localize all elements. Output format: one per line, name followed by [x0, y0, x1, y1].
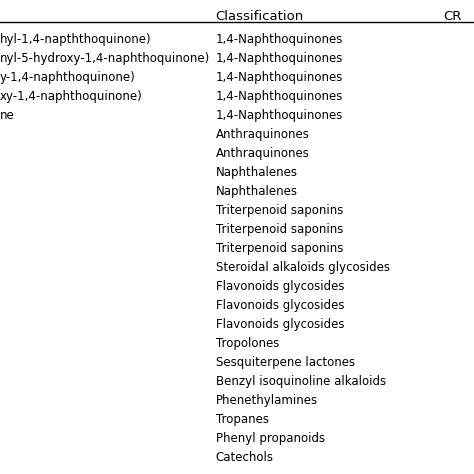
- Text: Benzyl isoquinoline alkaloids: Benzyl isoquinoline alkaloids: [216, 375, 386, 388]
- Text: Triterpenoid saponins: Triterpenoid saponins: [216, 242, 343, 255]
- Text: 1,4-Naphthoquinones: 1,4-Naphthoquinones: [216, 33, 343, 46]
- Text: CR: CR: [443, 10, 462, 23]
- Text: 1,4-Naphthoquinones: 1,4-Naphthoquinones: [216, 52, 343, 65]
- Text: ne: ne: [0, 109, 15, 122]
- Text: Anthraquinones: Anthraquinones: [216, 128, 310, 141]
- Text: Anthraquinones: Anthraquinones: [216, 147, 310, 160]
- Text: Triterpenoid saponins: Triterpenoid saponins: [216, 223, 343, 236]
- Text: Phenethylamines: Phenethylamines: [216, 394, 318, 407]
- Text: y-1,4-naphthoquinone): y-1,4-naphthoquinone): [0, 71, 136, 84]
- Text: Catechols: Catechols: [216, 451, 273, 464]
- Text: Tropolones: Tropolones: [216, 337, 279, 350]
- Text: Triterpenoid saponins: Triterpenoid saponins: [216, 204, 343, 217]
- Text: Phenyl propanoids: Phenyl propanoids: [216, 432, 325, 445]
- Text: 1,4-Naphthoquinones: 1,4-Naphthoquinones: [216, 90, 343, 103]
- Text: Flavonoids glycosides: Flavonoids glycosides: [216, 280, 344, 293]
- Text: 1,4-Naphthoquinones: 1,4-Naphthoquinones: [216, 71, 343, 84]
- Text: 1,4-Naphthoquinones: 1,4-Naphthoquinones: [216, 109, 343, 122]
- Text: Flavonoids glycosides: Flavonoids glycosides: [216, 299, 344, 312]
- Text: hyl-1,4-napththoquinone): hyl-1,4-napththoquinone): [0, 33, 152, 46]
- Text: Steroidal alkaloids glycosides: Steroidal alkaloids glycosides: [216, 261, 390, 274]
- Text: Naphthalenes: Naphthalenes: [216, 166, 298, 179]
- Text: Naphthalenes: Naphthalenes: [216, 185, 298, 198]
- Text: Flavonoids glycosides: Flavonoids glycosides: [216, 318, 344, 331]
- Text: xy-1,4-naphthoquinone): xy-1,4-naphthoquinone): [0, 90, 143, 103]
- Text: Sesquiterpene lactones: Sesquiterpene lactones: [216, 356, 355, 369]
- Text: nyl-5-hydroxy-1,4-naphthoquinone): nyl-5-hydroxy-1,4-naphthoquinone): [0, 52, 210, 65]
- Text: Classification: Classification: [216, 10, 304, 23]
- Text: Tropanes: Tropanes: [216, 413, 269, 426]
